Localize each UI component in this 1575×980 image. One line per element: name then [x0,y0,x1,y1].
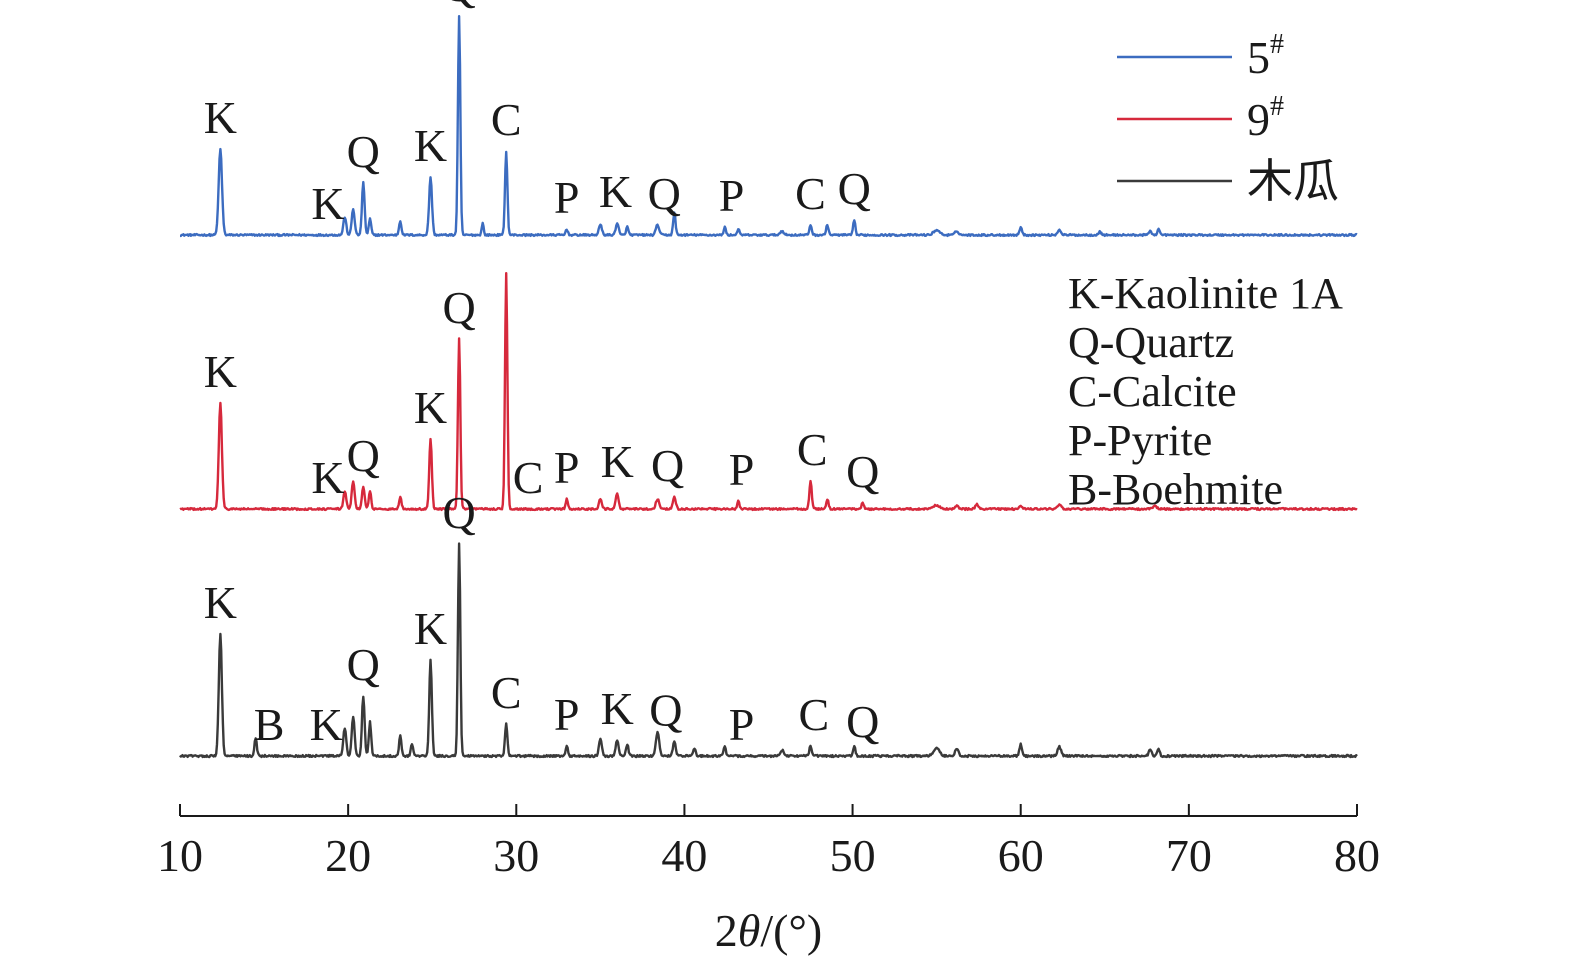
peak-label-q: Q [442,0,475,11]
peak-label-p: P [729,444,755,495]
x-tick-label: 40 [661,830,707,881]
x-axis: 10 20 30 40 50 60 70 80 [157,804,1380,881]
peak-label-p: P [554,689,580,740]
mineral-key-item: C-Calcite [1068,367,1237,416]
peak-label-q: Q [846,446,879,497]
legend-label-sup: # [1270,91,1284,122]
peak-label-q: Q [648,168,681,219]
x-tick-label: 80 [1334,830,1380,881]
peak-label-k: K [310,699,343,750]
peak-label-q: Q [347,430,380,481]
x-tick-label: 20 [325,830,371,881]
peak-label-c: C [795,168,826,219]
peak-label-k: K [204,577,237,628]
x-axis-title-unit: /(°) [760,905,822,956]
peak-label-c: C [491,667,522,718]
mineral-key-item: P-Pyrite [1068,416,1212,465]
legend-label: 5# [1247,29,1284,83]
legend-label: 木瓜 [1247,156,1339,207]
peak-label-k: K [414,603,447,654]
peak-label-k: K [414,120,447,171]
x-tick-label: 60 [998,830,1044,881]
legend-label-base: 5 [1247,32,1270,83]
peak-label-q: Q [838,163,871,214]
peak-label-q: Q [442,282,475,333]
legend: 5#9#木瓜 [1117,29,1339,207]
peak-label-c: C [797,424,828,475]
peak-label-q: Q [649,685,682,736]
peak-label-k: K [601,436,634,487]
peak-label-p: P [554,442,580,493]
peak-label-k: K [311,178,344,229]
peak-label-k: K [599,166,632,217]
peak-label-c: C [513,452,544,503]
peak-label-q: Q [347,126,380,177]
x-tick-label: 50 [830,830,876,881]
mineral-key-item: B-Boehmite [1068,465,1283,514]
peak-label-q: Q [846,696,879,747]
peak-label-c: C [799,689,830,740]
series-line-1 [179,15,1358,238]
series-line-2 [179,272,1358,512]
peak-label-p: P [729,699,755,750]
x-tick-label: 10 [157,830,203,881]
peak-label-k: K [204,92,237,143]
x-tick-label: 30 [493,830,539,881]
series-layer [179,15,1358,759]
mineral-key-item: Q-Quartz [1068,318,1234,367]
x-axis-title: 2θ/(°) [715,905,822,956]
x-tick-label: 70 [1166,830,1212,881]
peak-label-k: K [204,346,237,397]
peak-label-p: P [719,170,745,221]
peak-label-q: Q [442,487,475,538]
legend-label-base: 9 [1247,94,1270,145]
peak-label-k: K [601,683,634,734]
peak-label-layer: KKQKQCPKQPCQKKQKQCPKQPCQKBKQKQCPKQPCQ [204,0,880,750]
legend-label-base: 木瓜 [1247,156,1339,207]
peak-label-q: Q [347,639,380,690]
mineral-key: K-Kaolinite 1AQ-QuartzC-CalciteP-PyriteB… [1068,269,1343,514]
x-axis-title-prefix: 2 [715,905,738,956]
peak-label-k: K [414,382,447,433]
peak-label-k: K [311,452,344,503]
peak-label-p: P [554,172,580,223]
x-axis-title-symbol: θ [738,905,761,956]
series-line-3 [179,542,1358,759]
peak-label-q: Q [651,440,684,491]
legend-label: 9# [1247,91,1284,145]
peak-label-c: C [491,94,522,145]
peak-label-b: B [254,699,285,750]
mineral-key-item: K-Kaolinite 1A [1068,269,1343,318]
legend-label-sup: # [1270,29,1284,60]
